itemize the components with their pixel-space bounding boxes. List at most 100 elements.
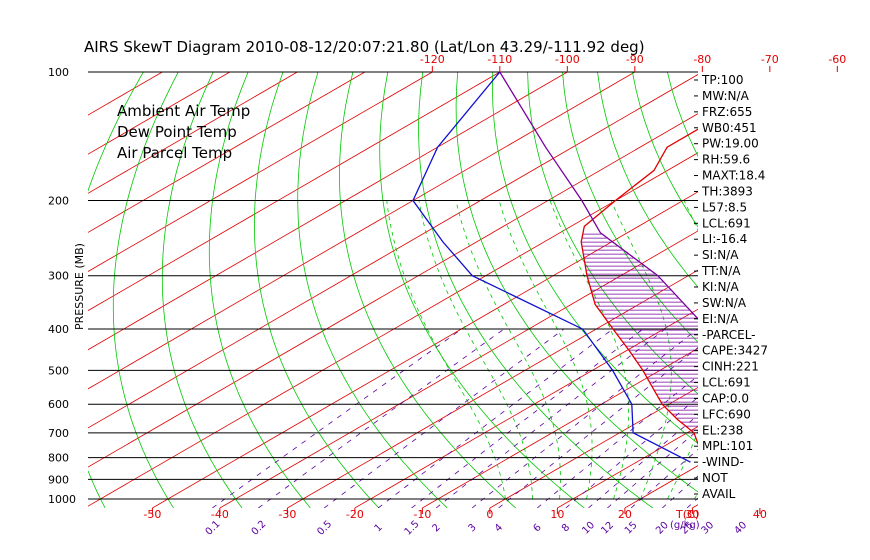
top-tick-label: -110 bbox=[487, 53, 512, 66]
mixing-ratio-line bbox=[212, 328, 463, 508]
index-value: AVAIL bbox=[702, 487, 736, 501]
index-value: LFC:690 bbox=[702, 407, 751, 421]
index-value: EL:238 bbox=[702, 423, 743, 437]
index-value: PW:19.00 bbox=[702, 137, 759, 151]
mixing-ratio-label: 30 bbox=[699, 520, 716, 537]
pressure-tick-label: 300 bbox=[48, 270, 69, 283]
dry-adiabat-line bbox=[842, 72, 870, 508]
pressure-tick-label: 200 bbox=[48, 195, 69, 208]
bottom-tick-label: 40 bbox=[753, 508, 767, 521]
index-value: MW:N/A bbox=[702, 89, 750, 103]
top-tick-label: -120 bbox=[420, 53, 445, 66]
isotherm-line bbox=[88, 72, 366, 233]
isotherm-line bbox=[422, 347, 698, 508]
pressure-tick-label: 800 bbox=[48, 452, 69, 465]
index-value: TH:3893 bbox=[701, 184, 753, 198]
bottom-tick-label: -40 bbox=[211, 508, 229, 521]
bottom-tick-label: -50 bbox=[143, 508, 161, 521]
index-value: -PARCEL- bbox=[702, 328, 756, 342]
chart-title: AIRS SkewT Diagram 2010-08-12/20:07:21.8… bbox=[84, 38, 645, 56]
pressure-tick-label: 100 bbox=[48, 66, 69, 79]
bottom-tick-label: -20 bbox=[346, 508, 364, 521]
isotherm-line bbox=[88, 72, 298, 194]
isotherm-line bbox=[88, 72, 501, 312]
mixing-ratio-label: 0.5 bbox=[315, 519, 334, 538]
mixing-ratio-line bbox=[411, 328, 644, 508]
isotherm-line bbox=[88, 72, 433, 272]
mixing-ratio-label: 0.1 bbox=[204, 519, 223, 538]
pressure-tick-label: 900 bbox=[48, 473, 69, 486]
index-value: SI:N/A bbox=[702, 248, 739, 262]
mixing-ratio-label: 1.5 bbox=[403, 519, 422, 538]
legend-dew-point-temp: Dew Point Temp bbox=[117, 123, 237, 141]
mixing-ratio-line bbox=[258, 328, 505, 508]
bottom-tick-label: 10 bbox=[550, 508, 564, 521]
top-tick-label: -80 bbox=[693, 53, 711, 66]
dry-adiabat-line bbox=[161, 72, 243, 508]
pressure-tick-label: 400 bbox=[48, 323, 69, 336]
isotherm-line bbox=[354, 308, 698, 508]
mixing-ratio-label: 3 bbox=[466, 522, 478, 534]
mixing-ratio-label: 15 bbox=[623, 520, 640, 537]
mixing-ratio-label: 6 bbox=[532, 522, 544, 534]
index-value: CAPE:3427 bbox=[702, 344, 768, 358]
index-value: RH:59.6 bbox=[702, 153, 750, 167]
index-value: LCL:691 bbox=[702, 216, 751, 230]
dry-adiabat-line bbox=[455, 72, 698, 493]
mixing-ratio-label: 4 bbox=[493, 522, 505, 534]
mixing-ratio-label: 12 bbox=[599, 520, 616, 537]
legend-air-parcel-temp: Air Parcel Temp bbox=[117, 144, 232, 162]
index-value: FRZ:655 bbox=[702, 105, 752, 119]
index-value: LCL:691 bbox=[702, 376, 751, 390]
pressure-tick-label: 600 bbox=[48, 398, 69, 411]
bottom-tick-label: 30 bbox=[685, 508, 699, 521]
index-value: TP:100 bbox=[701, 73, 744, 87]
mixing-ratio-unit: (g/kg) bbox=[670, 520, 700, 531]
mixing-ratio-label: 8 bbox=[560, 522, 572, 534]
index-value: MPL:101 bbox=[702, 439, 753, 453]
moist-adiabat-line bbox=[498, 200, 593, 500]
top-tick-label: -60 bbox=[828, 53, 846, 66]
dry-adiabat-line bbox=[491, 72, 698, 445]
mixing-ratio-label: 1 bbox=[373, 522, 385, 534]
legend: Ambient Air Temp Dew Point Temp Air Parc… bbox=[117, 102, 250, 162]
bottom-axis-unit: T(C) bbox=[675, 508, 699, 521]
top-tick-label: -70 bbox=[761, 53, 779, 66]
dry-adiabat-line bbox=[562, 72, 698, 343]
top-tick-label: -100 bbox=[555, 53, 580, 66]
isotherm-line bbox=[88, 152, 698, 507]
pressure-tick-label: 500 bbox=[48, 364, 69, 377]
isotherm-line bbox=[88, 74, 698, 429]
isotherm-line bbox=[88, 113, 698, 468]
index-value: WB0:451 bbox=[702, 121, 757, 135]
dry-adiabat-line bbox=[112, 72, 179, 508]
isotherm-line bbox=[152, 191, 698, 508]
index-value: CINH:221 bbox=[702, 360, 759, 374]
mixing-ratio-label: 2 bbox=[431, 522, 443, 534]
index-value: L57:8.5 bbox=[702, 200, 747, 214]
dry-adiabat-line bbox=[418, 72, 653, 508]
index-value: LI:-16.4 bbox=[702, 232, 747, 246]
pressure-tick-label: 700 bbox=[48, 427, 69, 440]
bottom-tick-label: -30 bbox=[278, 508, 296, 521]
mixing-ratio-label: 10 bbox=[580, 520, 597, 537]
moist-adiabat-line bbox=[386, 200, 506, 500]
index-value: EI:N/A bbox=[702, 312, 739, 326]
bottom-tick-label: 20 bbox=[618, 508, 632, 521]
mixing-ratio-line bbox=[323, 328, 565, 508]
dewpoint-line bbox=[412, 72, 691, 463]
isobar-lines bbox=[88, 71, 698, 500]
dry-adiabat-line bbox=[772, 72, 870, 508]
stability-indices: TP:100 MW:N/A FRZ:655 WB0:451 PW:19.00 RH:59.… bbox=[694, 73, 768, 501]
mixing-ratio-label: 40 bbox=[732, 520, 749, 537]
dry-adiabat-line bbox=[297, 72, 448, 508]
mixing-ratio-line bbox=[435, 328, 666, 508]
mixing-ratio-line bbox=[471, 328, 698, 508]
dry-adiabat-line bbox=[527, 72, 698, 395]
bottom-tick-label: 0 bbox=[486, 508, 493, 521]
index-value: NOT bbox=[702, 471, 728, 485]
dry-adiabat-line bbox=[208, 72, 311, 508]
dry-adiabat-line bbox=[254, 72, 380, 508]
isotherm-line bbox=[827, 72, 870, 508]
